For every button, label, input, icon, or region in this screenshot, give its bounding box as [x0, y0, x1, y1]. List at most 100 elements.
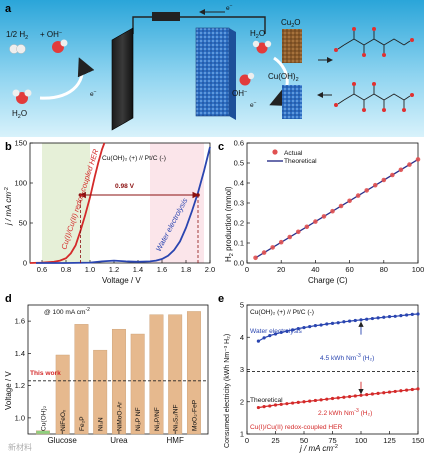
panel-e-series-point-1 [273, 403, 278, 407]
panel-e-series-point-0 [296, 326, 300, 331]
panel-e-series-point-0 [330, 321, 335, 325]
panel-e-series-point-1 [285, 402, 289, 406]
panel-c-xtick-label: 20 [277, 265, 285, 274]
left-oh-molecule [52, 39, 68, 53]
panel-b-xtick-label: 2.0 [205, 265, 215, 274]
panel-e-series-point-1 [325, 397, 329, 401]
panel-d-ytick-label: 1.4 [15, 349, 25, 358]
panel-e-series-point-1 [256, 405, 260, 410]
panel-b-xtick-label: 1.2 [109, 265, 119, 274]
panel-d-bar-label: MoO₂-FeP [191, 399, 198, 431]
cathode-plate-pt-c [111, 27, 134, 131]
panel-e-annotation: Cu(OH)₂ (+) // Pt/C (-) [250, 309, 314, 316]
panel-c-actual-point [355, 193, 361, 198]
panel-b-axes: 0.6 0.8 1.0 1.2 1.4 1.6 1.8 2.0 0 50 100 150 [14, 139, 215, 274]
panel-e-series-point-0 [325, 322, 329, 326]
panel-e-series-point-1 [359, 393, 363, 397]
panel-c-ytick-label: 0.2 [234, 219, 244, 228]
anode-foam-side [229, 28, 236, 120]
panel-d-bar-label: Ni₂P/NF [154, 407, 161, 431]
panel-b-xtick-label: 1.4 [133, 265, 143, 274]
panel-e-series-point-1 [353, 394, 357, 398]
panel-c-actual-point [381, 177, 387, 183]
panel-c-ytick-label: 0.4 [234, 179, 244, 188]
panel-e-series-point-0 [302, 325, 306, 330]
panel-e-series-point-1 [302, 400, 306, 404]
left-oh-text: + OH− [40, 30, 62, 39]
panel-c-actual-point [338, 203, 344, 209]
panel-b-gap-point-right [196, 193, 200, 197]
panel-e-series-point-1 [336, 396, 340, 400]
panel-e-series-point-1 [399, 389, 403, 393]
panel-c-actual-point [304, 224, 310, 230]
panel-c-actual-point [287, 234, 293, 240]
panel-c-actual-point [364, 188, 370, 193]
panel-d-bars: Cu(OH)₂ NiFeOₓ Fe₂P Ni₃N NiMoO-Ar Ni₂P NF Ni₂P… [28, 311, 208, 445]
panel-c-actual-point [398, 167, 404, 173]
panel-e-series-point-0 [336, 321, 340, 325]
panel-c-actual-point [313, 219, 318, 224]
panel-e-series-point-1 [296, 400, 300, 404]
panel-c-axes: 0 20 40 60 80 100 0.0 0.1 0.2 0.3 0.4 0.5 0.6 [234, 139, 424, 274]
panel-e-xtick-label: 150 [412, 436, 424, 445]
panel-d-group-label: Glucose [48, 436, 78, 445]
left-h2o-molecule [12, 89, 32, 104]
panel-c-legend: Actual Theoretical [267, 149, 317, 165]
panel-e-series-point-1 [319, 398, 323, 402]
panel-b-frame [29, 142, 211, 264]
panel-e-series-point-1 [279, 402, 283, 406]
left-h2o-text: H2O [12, 109, 27, 120]
panel-e-xtick-label: 0 [245, 436, 249, 445]
panel-e-series-point-0 [405, 313, 409, 317]
panel-e-series-point-0 [319, 323, 323, 327]
panel-e-series-point-1 [348, 394, 352, 399]
panel-c-ytick-label: 0.0 [234, 259, 244, 268]
panel-e-series-point-0 [348, 319, 352, 323]
panel-e-ylabel: Consumed electricity (kWh Nm⁻³ H₂) [224, 334, 231, 448]
panel-e-series-point-0 [353, 318, 357, 323]
panel-c: c 0 20 40 60 80 100 0.0 0.1 0.2 0.3 0.4 0.5 0.6 Actu… [218, 139, 424, 285]
right-electron-label: e− [250, 100, 257, 109]
panel-e-series-point-0 [268, 334, 272, 338]
panel-e-ytick-label: 2 [240, 397, 244, 406]
panel-d-group-label: Urea [110, 436, 128, 445]
panel-e-ytick-label: 3 [240, 365, 244, 374]
cu2o-foam-swatch [282, 29, 302, 63]
panel-c-actual-point [407, 162, 412, 167]
panel-e-series-point-1 [376, 391, 380, 395]
panel-e-series-point-1 [410, 387, 414, 392]
panel-e-series-point-0 [256, 339, 260, 343]
anode-foam-cuoh2 [195, 27, 230, 117]
panel-b-label: b [5, 141, 12, 153]
panel-b-xtick-label: 0.6 [37, 265, 47, 274]
panel-e-series-point-0 [359, 318, 363, 322]
right-cycle-arrow [269, 56, 290, 107]
panel-d-bar [130, 333, 145, 435]
right-h2o-molecule [252, 40, 272, 54]
panel-d-ytick-label: 1.2 [15, 381, 25, 390]
panel-e-series-point-1 [416, 387, 420, 391]
panel-c-actual-point [270, 245, 275, 250]
panel-c-ylabel: H2 production (mmol) [224, 186, 235, 262]
panel-d-ylabel: Voltage / V [4, 371, 13, 410]
panel-e-series-blue-label: Water electrolysis [250, 328, 302, 335]
panel-e-series-point-1 [268, 404, 272, 408]
panel-e-series-point-1 [330, 396, 335, 401]
panel-d-ytick-label: 1.0 [15, 413, 25, 422]
panel-b-series [29, 142, 211, 264]
panel-e-series-point-0 [279, 330, 283, 335]
panel-e-callout-top: 4.5 kWh Nm-3 (H₂) [320, 353, 374, 362]
panel-c-ytick-label: 0.6 [234, 139, 244, 148]
legend-actual: Actual [284, 150, 303, 157]
left-cycle-arrow [39, 57, 95, 100]
panel-e-series-point-0 [285, 329, 289, 333]
panel-b-ytick-label: 150 [14, 139, 27, 148]
cu2o-text: Cu2O [281, 18, 301, 29]
panel-e-series-point-1 [313, 398, 317, 403]
panel-c-actual-point [372, 182, 378, 188]
panel-c-xtick-label: 80 [380, 265, 388, 274]
panel-c-actual-point [278, 239, 284, 245]
panel-b-gap-label: 0.98 V [115, 183, 135, 190]
panel-e-series-point-1 [365, 393, 369, 397]
